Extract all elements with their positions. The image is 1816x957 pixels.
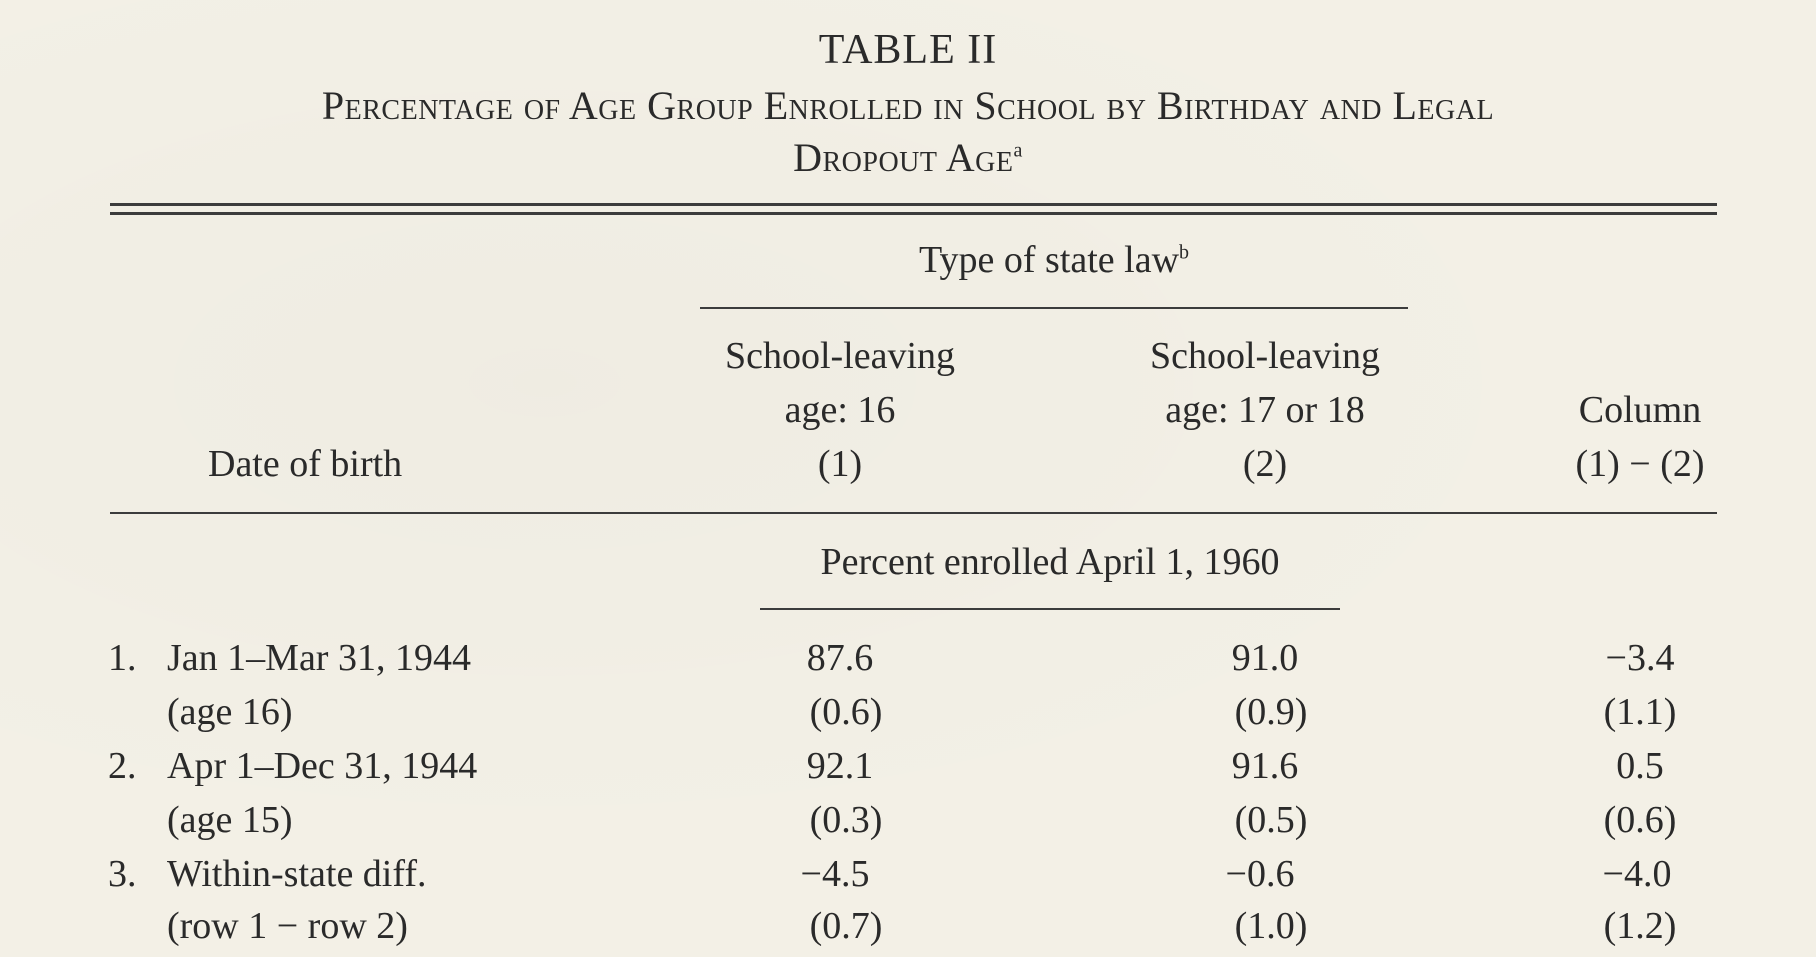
header-rule xyxy=(110,512,1717,514)
row-3-col1-value: −4.5 xyxy=(800,853,870,895)
row-3-sublabel: (row 1 − row 2) xyxy=(167,905,408,947)
row-2-col2-se: (0.5) xyxy=(1234,799,1308,841)
row-1-number: 1. xyxy=(108,637,137,679)
table-number: TABLE II xyxy=(818,27,998,73)
table-title: Percentage of Age Group Enrolled in Scho… xyxy=(0,80,1816,184)
row-2-number: 2. xyxy=(108,745,137,787)
col1-header-line1: School-leaving xyxy=(724,335,956,377)
row-3-col3-value: −4.0 xyxy=(1602,853,1672,895)
row-3-col1-se: (0.7) xyxy=(809,905,883,947)
top-rule-2 xyxy=(110,212,1717,215)
row-1-sublabel: (age 16) xyxy=(167,691,293,733)
col1-header-line3: (1) xyxy=(817,443,863,485)
row-1-col3-value: −3.4 xyxy=(1605,637,1675,679)
subheader: Percent enrolled April 1, 1960 xyxy=(820,541,1280,583)
row-1-col1-value: 87.6 xyxy=(806,637,874,679)
col1-header-line2: age: 16 xyxy=(784,389,896,431)
spanner-header-text: Type of state law xyxy=(918,239,1180,281)
col2-header-line1: School-leaving xyxy=(1149,335,1381,377)
top-rule-1 xyxy=(110,203,1717,206)
col2-header-line2: age: 17 or 18 xyxy=(1165,389,1365,431)
row-3-col2-se: (1.0) xyxy=(1234,905,1308,947)
spanner-footnote-marker: b xyxy=(1179,241,1190,264)
row-2-col2-value: 91.6 xyxy=(1231,745,1299,787)
row-2-col3-se: (0.6) xyxy=(1603,799,1677,841)
row-2-sublabel: (age 15) xyxy=(167,799,293,841)
row-3-col2-value: −0.6 xyxy=(1225,853,1295,895)
row-1-col3-se: (1.1) xyxy=(1603,691,1677,733)
spanner-rule xyxy=(700,307,1408,309)
col3-header-line3: (1) − (2) xyxy=(1575,443,1705,485)
row-2-col1-se: (0.3) xyxy=(809,799,883,841)
row-3-number: 3. xyxy=(108,853,137,895)
spanner-header: Type of state lawb xyxy=(700,238,1408,282)
row-1-label: Jan 1–Mar 31, 1944 xyxy=(167,637,471,679)
table-title-line-2-text: Dropout Age xyxy=(793,135,1014,180)
col3-header-line2: Column xyxy=(1578,389,1702,431)
row-2-col3-value: 0.5 xyxy=(1616,745,1664,787)
row-1-col2-se: (0.9) xyxy=(1234,691,1308,733)
title-footnote-marker: a xyxy=(1013,139,1023,162)
row-2-label: Apr 1–Dec 31, 1944 xyxy=(167,745,478,787)
table-title-line-2: Dropout Agea xyxy=(0,132,1816,184)
row-3-col3-se: (1.2) xyxy=(1603,905,1677,947)
row-3-label: Within-state diff. xyxy=(167,853,427,895)
row-1-col2-value: 91.0 xyxy=(1231,637,1299,679)
subheader-rule xyxy=(760,608,1340,610)
col2-header-line3: (2) xyxy=(1242,443,1288,485)
row-1-col1-se: (0.6) xyxy=(809,691,883,733)
table-title-line-1: Percentage of Age Group Enrolled in Scho… xyxy=(321,83,1495,128)
row-2-col1-value: 92.1 xyxy=(806,745,874,787)
stub-header: Date of birth xyxy=(208,443,403,485)
